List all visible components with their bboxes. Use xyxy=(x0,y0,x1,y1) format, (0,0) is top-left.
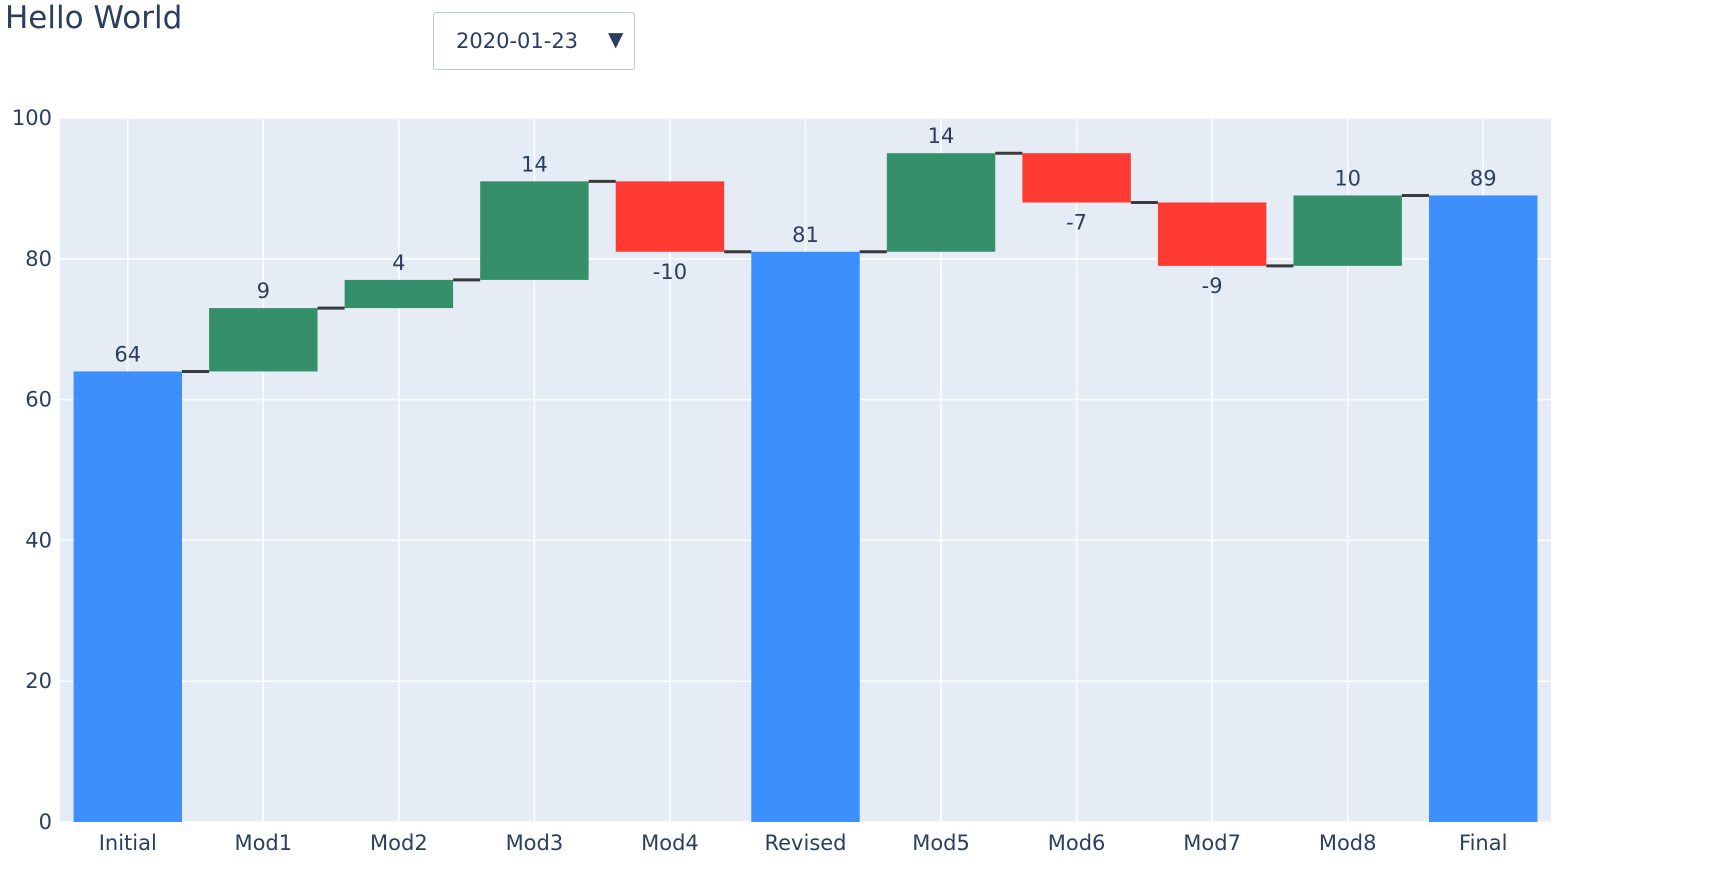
y-tick-label: 80 xyxy=(25,247,52,271)
bar-increasing xyxy=(886,153,996,252)
bar-totals xyxy=(751,251,860,822)
x-tick-label: Mod8 xyxy=(1319,831,1377,855)
y-tick-label: 40 xyxy=(25,528,52,552)
date-dropdown[interactable]: 2020-01-23 ▼ xyxy=(433,12,635,70)
data-label: -7 xyxy=(1066,210,1087,234)
data-label: -9 xyxy=(1202,274,1223,298)
data-label: 4 xyxy=(392,251,405,275)
x-tick-label: Mod3 xyxy=(506,831,564,855)
bar-totals xyxy=(73,371,182,822)
y-tick-label: 0 xyxy=(39,810,52,834)
y-tick-label: 20 xyxy=(25,669,52,693)
bar-decreasing xyxy=(615,181,725,252)
data-label: -10 xyxy=(653,260,687,284)
x-tick-label: Mod5 xyxy=(912,831,970,855)
bar-decreasing xyxy=(1157,202,1267,266)
x-tick-label: Initial xyxy=(99,831,157,855)
data-label: 14 xyxy=(928,124,955,148)
data-label: 64 xyxy=(114,342,141,366)
chart-title: Hello World xyxy=(5,0,183,36)
bar-increasing xyxy=(344,279,454,309)
data-label: 81 xyxy=(792,223,819,247)
x-tick-label: Mod7 xyxy=(1183,831,1241,855)
bar-increasing xyxy=(209,308,318,372)
bar-increasing xyxy=(1293,195,1402,266)
x-tick-label: Final xyxy=(1459,831,1507,855)
bar-decreasing xyxy=(1022,153,1131,203)
x-tick-label: Mod4 xyxy=(641,831,699,855)
dropdown-selected-value: 2020-01-23 xyxy=(456,29,579,53)
bar-increasing xyxy=(480,181,589,280)
x-tick-label: Mod6 xyxy=(1048,831,1106,855)
x-tick-label: Mod1 xyxy=(234,831,292,855)
data-label: 10 xyxy=(1334,166,1361,190)
x-tick-label: Mod2 xyxy=(370,831,428,855)
data-label: 89 xyxy=(1470,166,1497,190)
triangle-down-icon: ▼ xyxy=(608,27,624,51)
x-tick-label: Revised xyxy=(764,831,846,855)
data-label: 14 xyxy=(521,152,548,176)
bar-totals xyxy=(1429,195,1538,822)
y-tick-label: 60 xyxy=(25,388,52,412)
y-tick-label: 100 xyxy=(12,106,52,130)
data-label: 9 xyxy=(257,279,270,303)
